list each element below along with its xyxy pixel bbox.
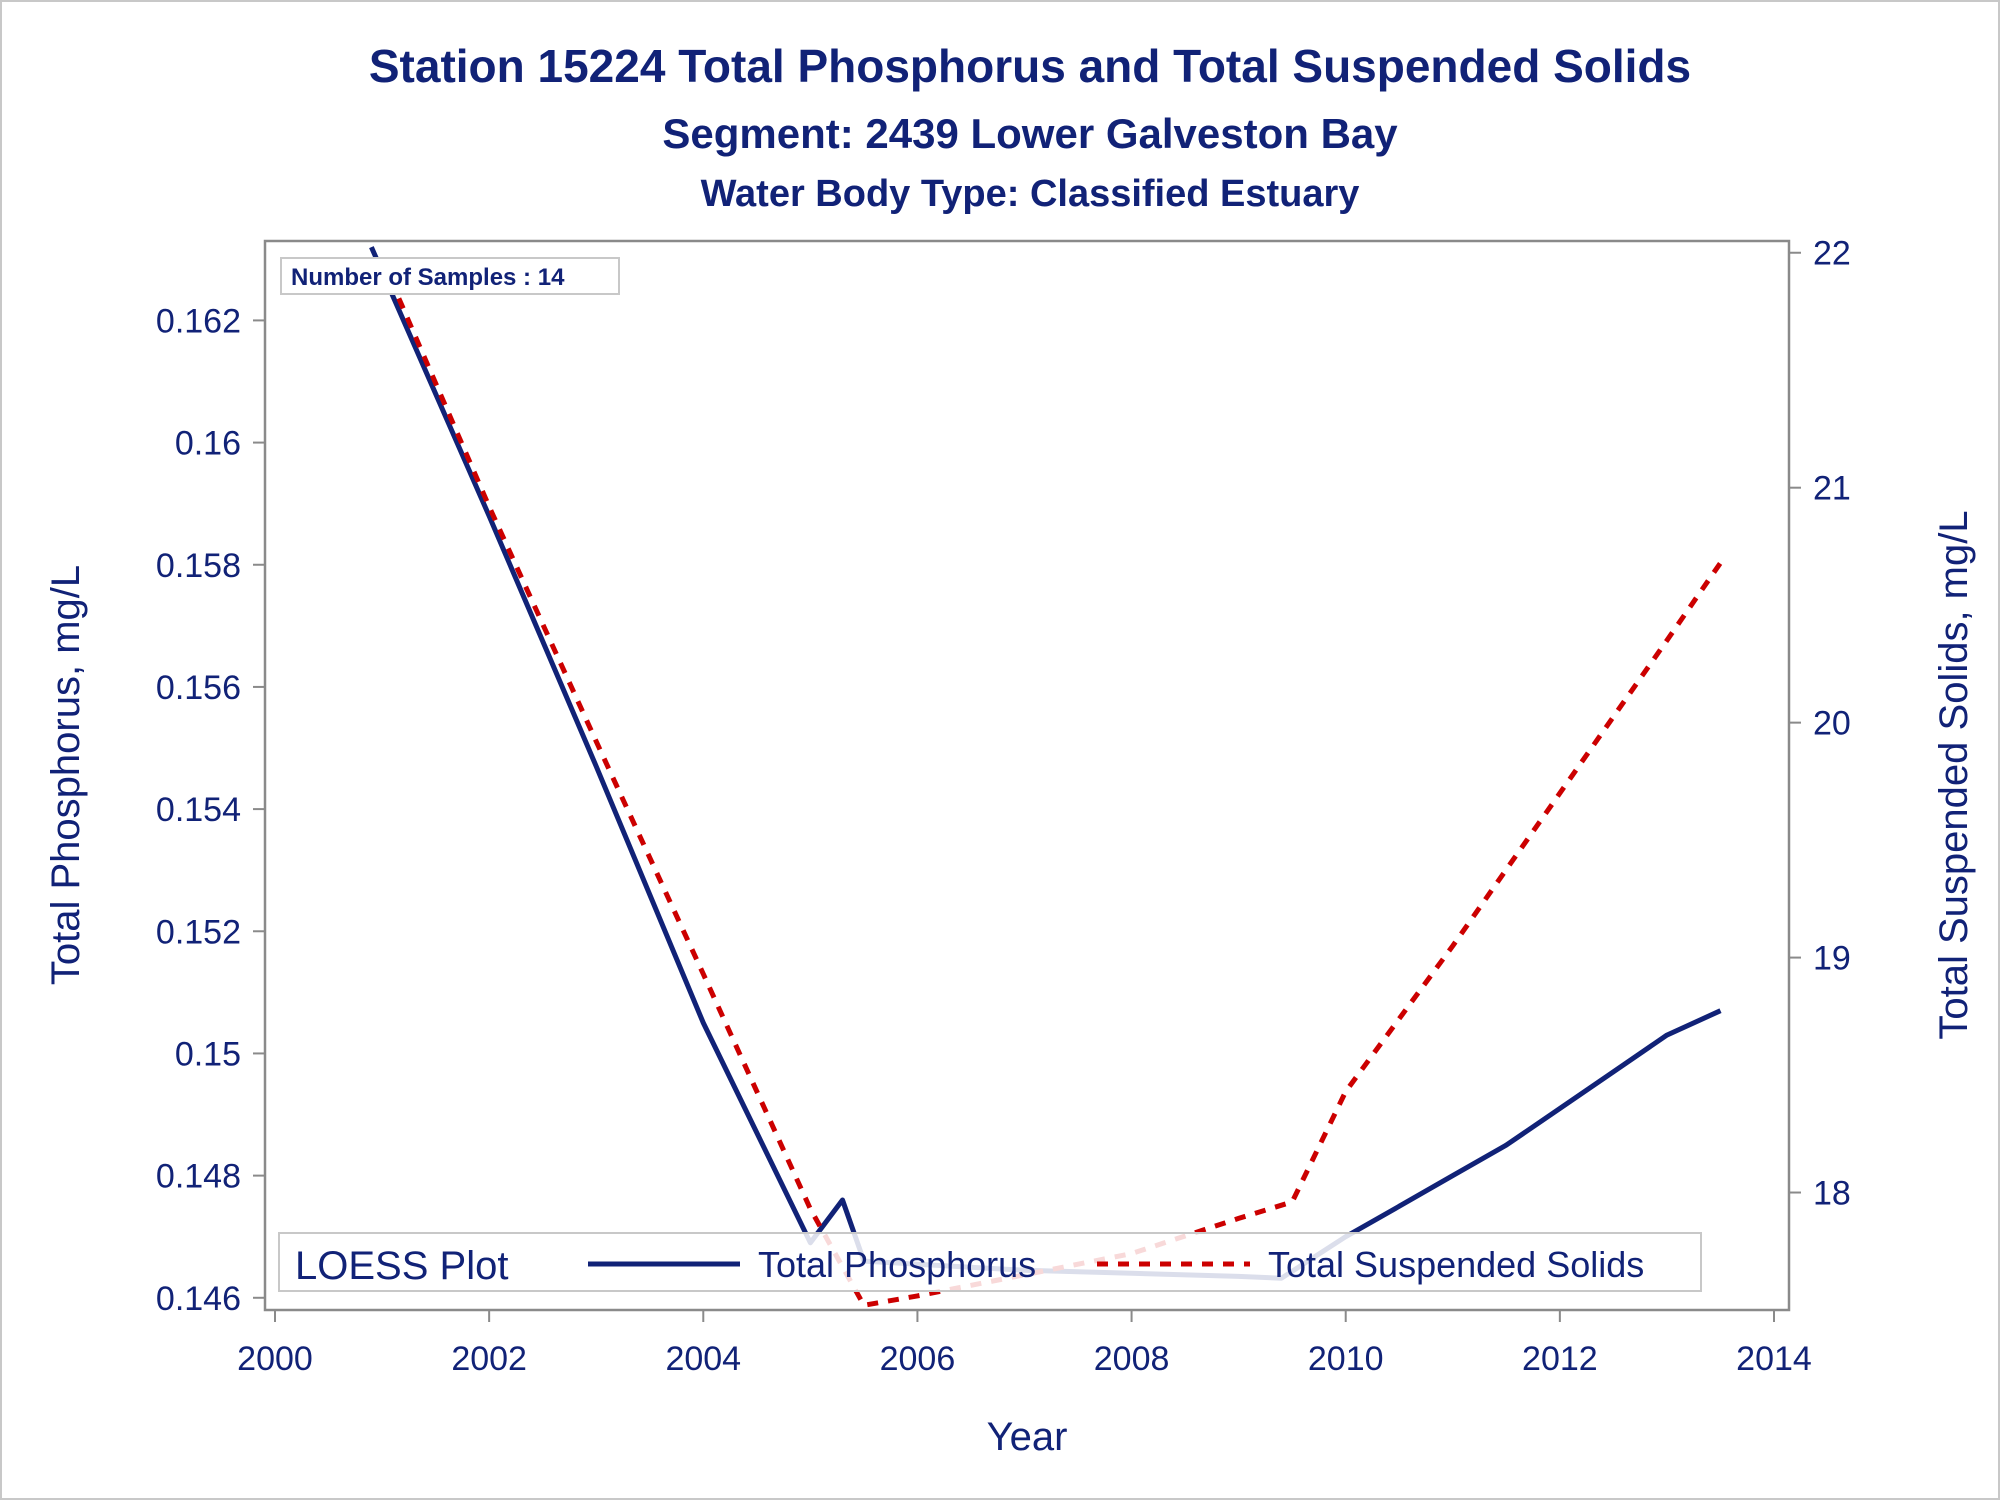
y-left-tick-label: 0.146 — [156, 1280, 241, 1318]
legend-label-phosphorus: Total Phosphorus — [758, 1244, 1036, 1285]
ticks-layer: 2000 2002 2004 2006 2008 2010 2012 2014 0.146 0.1… — [156, 235, 1851, 1378]
legend-label-tss: Total Suspended Solids — [1268, 1244, 1644, 1285]
series-layer — [369, 246, 1723, 1308]
sample-count-box — [280, 257, 620, 295]
y-left-tick-label: 0.148 — [156, 1158, 241, 1196]
y-axis-left-label: Total Phosphorus, mg/L — [44, 565, 88, 985]
y-left-tick-label: 0.152 — [156, 913, 241, 951]
y-left-tick-label: 0.15 — [175, 1035, 241, 1073]
x-tick-label: 2010 — [1308, 1340, 1384, 1378]
legend-title: LOESS Plot — [295, 1244, 508, 1288]
x-tick-label: 2014 — [1736, 1340, 1812, 1378]
legend: LOESS Plot Total Phosphorus Total Suspen… — [278, 1232, 1702, 1292]
series-line-phosphorus — [369, 246, 1722, 1281]
chart-subtitle-waterbody: Water Body Type: Classified Estuary — [701, 173, 1360, 215]
y-right-tick-label: 21 — [1813, 470, 1851, 508]
y-left-tick-label: 0.154 — [156, 791, 241, 829]
x-tick-label: 2002 — [451, 1340, 527, 1378]
y-right-tick-label: 18 — [1813, 1175, 1851, 1213]
legend-box — [278, 1232, 1702, 1292]
y-left-tick-label: 0.16 — [175, 425, 241, 463]
y-left-tick-label: 0.158 — [156, 547, 241, 585]
x-tick-label: 2008 — [1094, 1340, 1170, 1378]
y-right-tick-label: 19 — [1813, 940, 1851, 978]
x-tick-label: 2012 — [1522, 1340, 1598, 1378]
chart-title: Station 15224 Total Phosphorus and Total… — [369, 40, 1691, 92]
x-tick-label: 2000 — [237, 1340, 313, 1378]
series-line-tss — [379, 258, 1723, 1308]
x-tick-label: 2004 — [665, 1340, 741, 1378]
y-left-tick-label: 0.162 — [156, 302, 241, 340]
x-axis-label: Year — [987, 1415, 1068, 1459]
sample-count-label: Number of Samples : 14 — [291, 264, 565, 291]
y-right-tick-label: 22 — [1813, 235, 1851, 273]
x-tick-label: 2006 — [880, 1340, 956, 1378]
y-left-tick-label: 0.156 — [156, 669, 241, 707]
y-right-tick-label: 20 — [1813, 705, 1851, 743]
y-axis-right-label: Total Suspended Solids, mg/L — [1932, 510, 1976, 1039]
chart-subtitle-segment: Segment: 2439 Lower Galveston Bay — [662, 110, 1398, 157]
plot-area — [263, 239, 1791, 1312]
